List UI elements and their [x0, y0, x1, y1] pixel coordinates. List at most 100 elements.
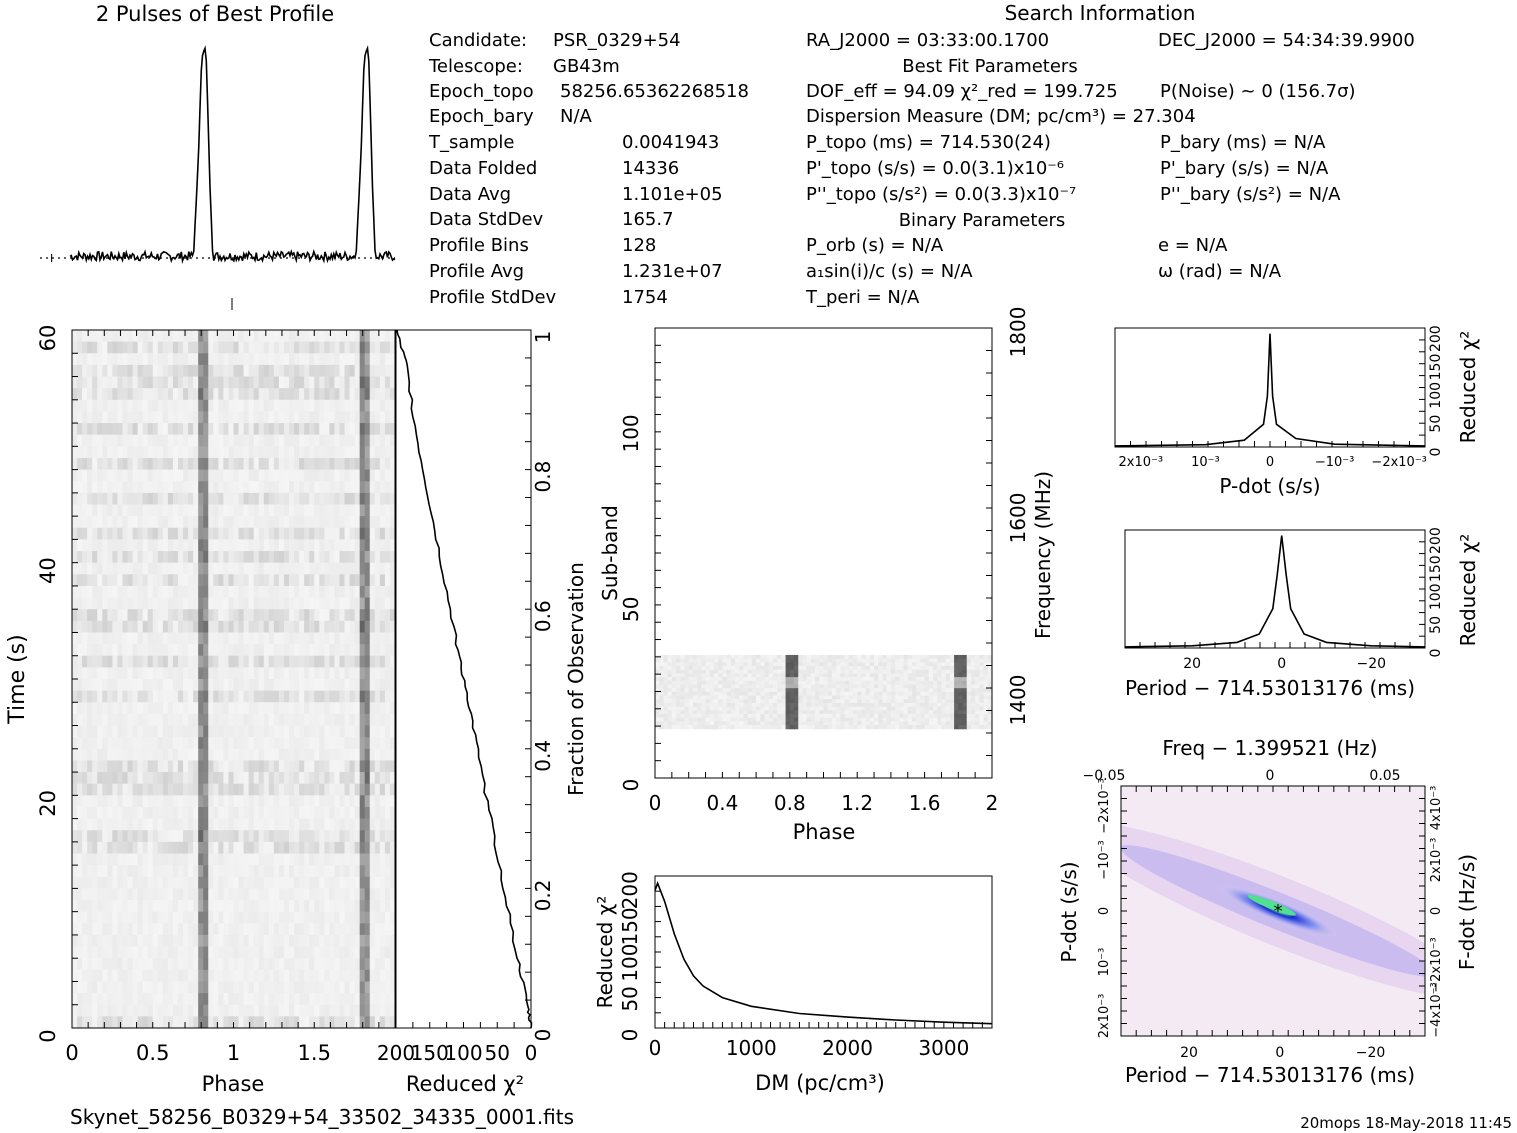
heatmap-cell	[263, 388, 270, 401]
heatmap-cell	[334, 865, 340, 878]
heatmap-cell	[208, 725, 214, 738]
subband-cell	[831, 688, 837, 693]
heatmap-cell	[127, 399, 134, 412]
heatmap-cell	[268, 958, 275, 971]
heatmap-cell	[172, 446, 179, 459]
heatmap-cell	[238, 934, 245, 948]
heatmap-cell	[339, 376, 346, 389]
heatmap-cell	[112, 609, 118, 622]
heatmap-cell	[107, 772, 113, 785]
heatmap-cell	[167, 434, 174, 447]
heatmap-cell	[177, 434, 184, 447]
heatmap-cell	[268, 725, 275, 738]
heatmap-cell	[127, 690, 134, 703]
heatmap-cell	[379, 457, 386, 471]
heatmap-cell	[223, 888, 229, 901]
heatmap-cell	[107, 376, 113, 389]
heatmap-cell	[364, 853, 371, 866]
heatmap-cell	[243, 597, 250, 610]
heatmap-cell	[72, 609, 78, 622]
heatmap-cell	[157, 620, 164, 633]
heatmap-cell	[359, 900, 366, 913]
subband-cell	[756, 680, 761, 685]
heatmap-cell	[82, 644, 88, 657]
heatmap-cell	[309, 969, 315, 982]
heatmap-cell	[354, 527, 361, 540]
subband-cell	[663, 688, 669, 693]
heatmap-cell	[172, 411, 179, 424]
subband-cell	[823, 688, 829, 693]
heatmap-cell	[294, 853, 300, 866]
heatmap-cell	[289, 667, 295, 680]
subband-cell	[772, 684, 778, 689]
heatmap-cell	[157, 330, 164, 343]
heatmap-cell	[304, 551, 310, 564]
heatmap-cell	[258, 504, 265, 517]
subband-cell	[798, 691, 803, 697]
heatmap-cell	[188, 457, 194, 471]
heatmap-cell	[203, 1004, 209, 1017]
heatmap-cell	[364, 539, 371, 552]
subband-cell	[747, 680, 753, 685]
heatmap-cell	[132, 562, 139, 575]
heatmap-cell	[122, 434, 129, 447]
heatmap-cell	[162, 562, 169, 575]
heatmap-cell	[294, 376, 300, 389]
heatmap-cell	[228, 923, 234, 936]
heatmap-cell	[344, 806, 351, 820]
heatmap-cell	[132, 504, 139, 517]
heatmap-cell	[203, 772, 209, 785]
heatmap-cell	[97, 946, 103, 959]
heatmap-cell	[127, 841, 134, 854]
heatmap-cell	[152, 411, 159, 424]
subband-cell	[794, 688, 799, 693]
subband-cell	[802, 680, 808, 685]
subband-cell	[671, 669, 677, 674]
heatmap-cell	[208, 737, 214, 750]
heatmap-cell	[324, 1004, 330, 1017]
subband-cell	[886, 666, 892, 671]
subband-cell	[785, 662, 791, 667]
heatmap-cell	[188, 574, 194, 587]
heatmap-cell	[369, 934, 376, 948]
heatmap-cell	[299, 516, 305, 529]
heatmap-cell	[369, 562, 376, 575]
heatmap-cell	[283, 667, 290, 680]
heatmap-cell	[122, 958, 129, 971]
heatmap-cell	[183, 574, 189, 587]
heatmap-cell	[172, 632, 179, 645]
subband-cell	[697, 666, 702, 671]
heatmap-cell	[339, 597, 346, 610]
heatmap-cell	[157, 516, 164, 529]
subband-cell	[920, 688, 926, 693]
heatmap-cell	[188, 597, 194, 610]
heatmap-cell	[208, 993, 214, 1006]
subband-cell	[975, 695, 980, 700]
heatmap-cell	[208, 865, 214, 878]
heatmap-cell	[319, 830, 325, 843]
heatmap-cell	[248, 748, 255, 761]
heatmap-cell	[213, 737, 219, 750]
subband-cell	[692, 654, 698, 660]
heatmap-cell	[339, 446, 346, 459]
subband-cell	[751, 688, 757, 693]
heatmap-cell	[304, 341, 310, 354]
heatmap-cell	[117, 516, 123, 529]
heatmap-cell	[294, 981, 300, 994]
subband-cell	[831, 654, 837, 660]
heatmap-cell	[379, 667, 386, 680]
heatmap-cell	[117, 818, 123, 831]
heatmap-cell	[157, 958, 164, 971]
subband-cell	[954, 680, 959, 685]
heatmap-cell	[379, 737, 386, 750]
heatmap-cell	[248, 993, 255, 1006]
heatmap-cell	[102, 364, 108, 378]
heatmap-cell	[162, 888, 169, 901]
heatmap-cell	[82, 946, 88, 959]
heatmap-cell	[364, 597, 371, 610]
heatmap-cell	[309, 760, 315, 773]
heatmap-cell	[97, 690, 103, 703]
heatmap-cell	[208, 958, 214, 971]
heatmap-cell	[172, 900, 179, 913]
subband-cell	[659, 673, 664, 678]
